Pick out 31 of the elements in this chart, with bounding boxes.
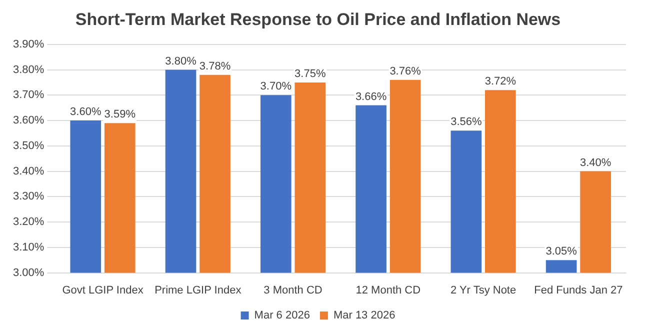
x-tick-label: 3 Month CD [264,284,322,296]
y-tick-label: 3.90% [12,38,44,50]
x-tick-label: Prime LGIP Index [154,284,242,296]
data-label: 3.70% [260,80,292,93]
y-tick-label: 3.70% [12,89,44,102]
data-label: 3.78% [199,60,231,72]
data-label: 3.76% [390,65,422,78]
data-label: 3.60% [70,106,102,118]
x-tick-label: Fed Funds Jan 27 [534,284,623,296]
chart-title: Short-Term Market Response to Oil Price and Inflation News [75,10,561,29]
y-tick-label: 3.20% [12,216,44,228]
y-tick-label: 3.80% [12,64,44,76]
data-label: 3.80% [165,55,197,68]
legend-label: Mar 13 2026 [333,310,396,322]
legend-label: Mar 6 2026 [254,310,310,322]
y-tick-label: 3.30% [12,190,44,203]
data-label: 3.66% [355,90,387,103]
data-label: 3.40% [580,156,612,169]
y-tick-label: 3.40% [12,165,44,178]
data-label: 3.56% [450,116,482,128]
y-tick-label: 3.00% [12,266,44,279]
x-tick-label: 2 Yr Tsy Note [450,284,516,296]
data-label: 3.05% [546,246,578,258]
y-tick-label: 3.50% [12,140,44,152]
x-tick-label: 12 Month CD [356,284,421,296]
data-label: 3.75% [294,68,326,80]
x-tick-label: Govt LGIP Index [62,284,144,296]
data-label: 3.59% [104,108,136,121]
data-label: 3.72% [484,76,516,88]
y-tick-label: 3.10% [12,241,44,254]
y-tick-label: 3.60% [12,114,44,127]
